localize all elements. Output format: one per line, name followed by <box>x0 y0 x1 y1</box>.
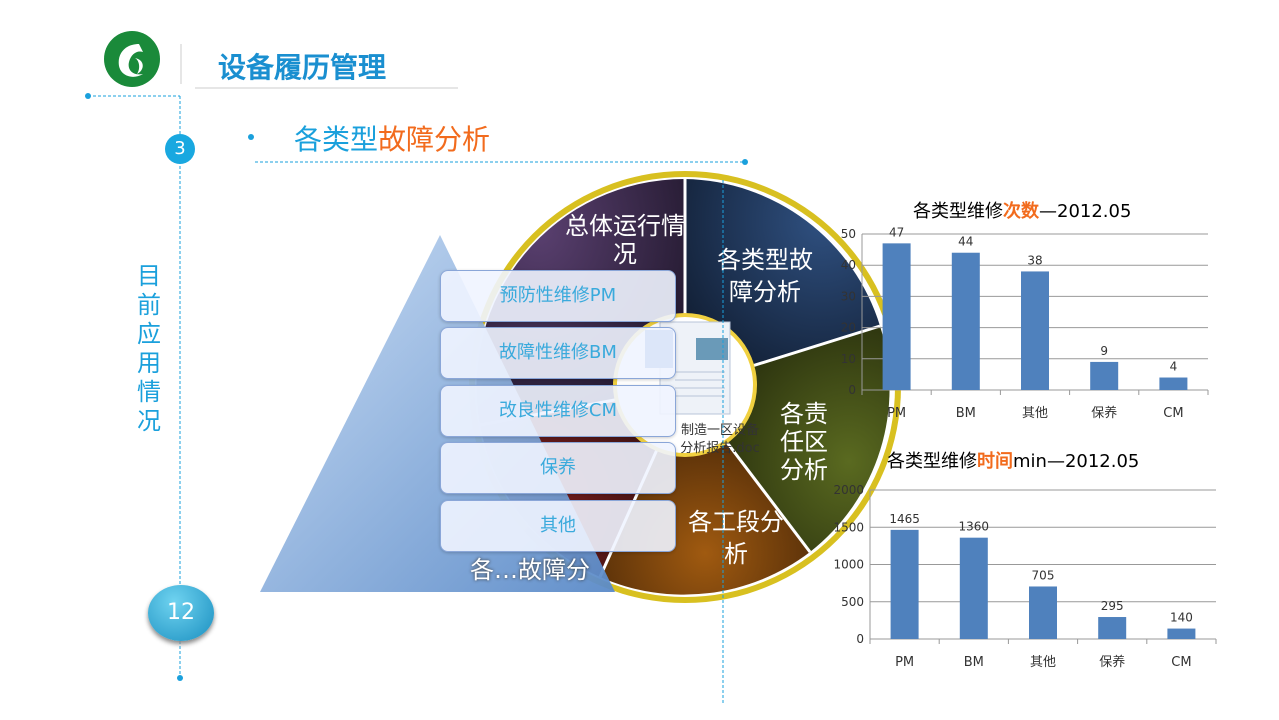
title-pre: 各类型维修 <box>887 451 977 472</box>
y-tick-label: 1500 <box>833 520 864 534</box>
label-char: 情 <box>137 378 161 406</box>
company-logo <box>104 31 160 87</box>
label-char: 前 <box>137 291 161 319</box>
label-char: 况 <box>137 407 161 435</box>
label-char: 目 <box>137 262 161 290</box>
chart-title: 各类型维修次数—2012.05 <box>913 197 1131 223</box>
x-tick-label: PM <box>895 655 914 670</box>
section-title: 各类型故障分析 <box>294 118 490 158</box>
segment-label: 各责任区分析 <box>780 400 828 484</box>
list-item-bm[interactable]: 故障性维修BM <box>440 327 676 379</box>
title-post: min—2012.05 <box>1013 451 1140 472</box>
x-tick-label: BM <box>956 406 976 421</box>
bar <box>1167 628 1196 639</box>
bar <box>951 252 980 390</box>
data-label: 9 <box>1100 344 1108 358</box>
data-label: 4 <box>1170 360 1178 374</box>
bar <box>1159 377 1188 390</box>
x-tick-label: 保养 <box>1099 654 1125 670</box>
y-tick-label: 0 <box>848 383 856 397</box>
title-hl: 时间 <box>977 451 1013 472</box>
data-label: 140 <box>1170 611 1193 625</box>
list-item-other[interactable]: 其他 <box>440 500 676 552</box>
page-title: 设备履历管理 <box>218 51 387 84</box>
data-label: 1465 <box>889 512 920 526</box>
y-tick-label: 500 <box>841 595 864 609</box>
section-title-highlight: 故障分析 <box>378 123 491 156</box>
label-char: 应 <box>137 320 161 348</box>
label-char: 用 <box>137 349 161 377</box>
list-item-maintenance[interactable]: 保养 <box>440 442 676 494</box>
y-tick-label: 10 <box>841 352 856 366</box>
x-tick-label: CM <box>1163 406 1183 421</box>
x-tick-label: 其他 <box>1022 406 1048 421</box>
y-tick-label: 20 <box>841 321 856 335</box>
y-tick-label: 50 <box>841 227 856 241</box>
bar <box>1090 361 1119 390</box>
vertical-section-label: 目 前 应 用 情 况 <box>134 262 164 436</box>
section-title-pre: 各类型 <box>294 123 379 156</box>
segment-label: 各…故障分 <box>470 556 590 584</box>
x-tick-label: 其他 <box>1030 655 1056 670</box>
bar <box>1029 586 1057 639</box>
segment-label: 各类型故障分析 <box>717 246 813 306</box>
list-item-cm[interactable]: 改良性维修CM <box>440 385 676 437</box>
y-tick-label: 0 <box>856 632 864 646</box>
y-tick-label: 30 <box>841 289 856 303</box>
title-hl: 次数 <box>1003 201 1039 222</box>
chart-title: 各类型维修时间min—2012.05 <box>887 447 1139 473</box>
data-label: 705 <box>1032 568 1055 582</box>
title-post: —2012.05 <box>1039 201 1132 222</box>
x-tick-label: BM <box>964 655 984 670</box>
bar <box>1098 617 1127 639</box>
list-item-pm[interactable]: 预防性维修PM <box>440 270 676 322</box>
data-label: 47 <box>889 225 904 239</box>
data-label: 38 <box>1027 253 1042 267</box>
data-label: 44 <box>958 235 973 249</box>
bar <box>1021 271 1049 390</box>
x-tick-label: PM <box>887 406 906 421</box>
segment-label: 总体运行情况 <box>565 212 685 268</box>
title-pre: 各类型维修 <box>913 201 1003 222</box>
y-tick-label: 1000 <box>833 558 864 572</box>
y-tick-label: 2000 <box>833 483 864 497</box>
data-label: 295 <box>1101 599 1124 613</box>
step-number-badge: 3 <box>165 134 195 164</box>
bar <box>890 529 919 639</box>
page-number-badge: 12 <box>148 585 214 641</box>
bar <box>882 243 911 390</box>
y-tick-label: 40 <box>841 258 856 272</box>
x-tick-label: CM <box>1171 655 1191 670</box>
data-label: 1360 <box>959 520 990 534</box>
segment-label: 各工段分析 <box>688 508 784 568</box>
x-tick-label: 保养 <box>1091 405 1117 421</box>
bar <box>959 537 988 639</box>
center-file-label[interactable]: 制造一区设备分析报告.doc <box>680 423 760 456</box>
